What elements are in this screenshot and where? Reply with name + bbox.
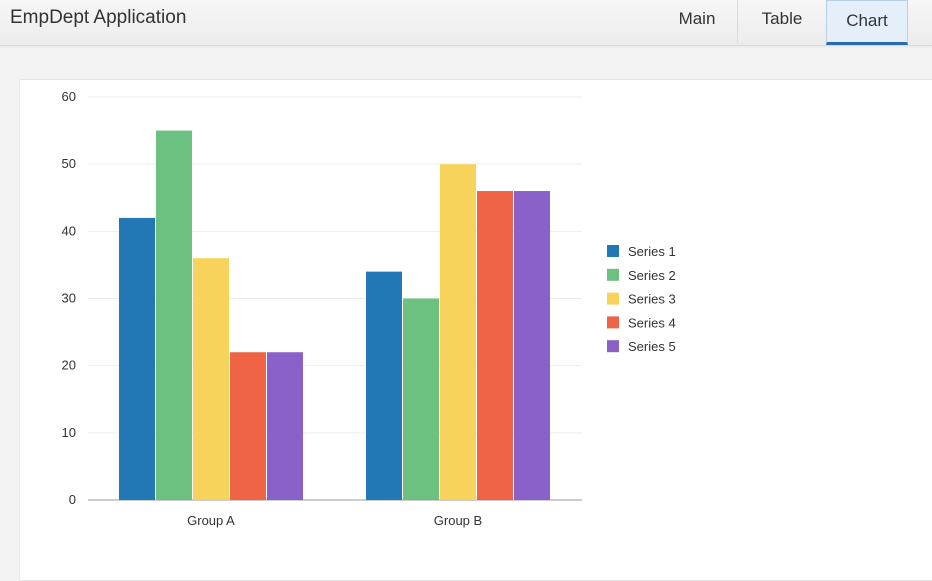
y-tick-label: 10 xyxy=(62,425,76,440)
bar xyxy=(514,191,550,501)
tab-chart[interactable]: Chart xyxy=(826,0,908,45)
y-tick-label: 60 xyxy=(62,89,76,104)
legend-swatch xyxy=(607,292,619,305)
tab-main[interactable]: Main xyxy=(678,9,716,28)
legend-swatch xyxy=(607,245,619,257)
y-tick-label: 30 xyxy=(62,291,76,306)
bar xyxy=(230,352,266,500)
y-tick-label: 50 xyxy=(62,156,76,171)
bar xyxy=(119,217,155,500)
y-tick-label: 20 xyxy=(62,358,76,373)
app-title: EmpDept Application xyxy=(10,7,187,28)
legend-label: Series 5 xyxy=(628,339,676,354)
bar xyxy=(403,298,439,500)
app-header: EmpDept Application Main Table Chart xyxy=(0,0,932,46)
nav-tabs: Main Table Chart xyxy=(657,0,908,45)
legend-swatch xyxy=(607,316,619,329)
tab-table[interactable]: Table xyxy=(737,0,826,43)
bar xyxy=(440,164,476,500)
x-category-label: Group A xyxy=(187,513,235,528)
legend-label: Series 1 xyxy=(628,244,676,259)
bar xyxy=(193,258,229,500)
legend-swatch xyxy=(607,268,619,281)
bar xyxy=(366,271,402,500)
bar xyxy=(267,352,303,500)
y-tick-label: 0 xyxy=(69,492,76,507)
legend-label: Series 3 xyxy=(628,292,676,307)
bar xyxy=(156,130,192,501)
bar xyxy=(477,191,513,501)
y-tick-label: 40 xyxy=(62,223,76,238)
bar-chart: 0 10 20 30 40 50 60 Group A Group B Series 1 Serie… xyxy=(62,89,676,528)
legend-swatch xyxy=(607,340,619,353)
x-category-label: Group B xyxy=(434,513,482,528)
legend-label: Series 2 xyxy=(628,268,676,283)
legend-label: Series 4 xyxy=(628,315,676,330)
